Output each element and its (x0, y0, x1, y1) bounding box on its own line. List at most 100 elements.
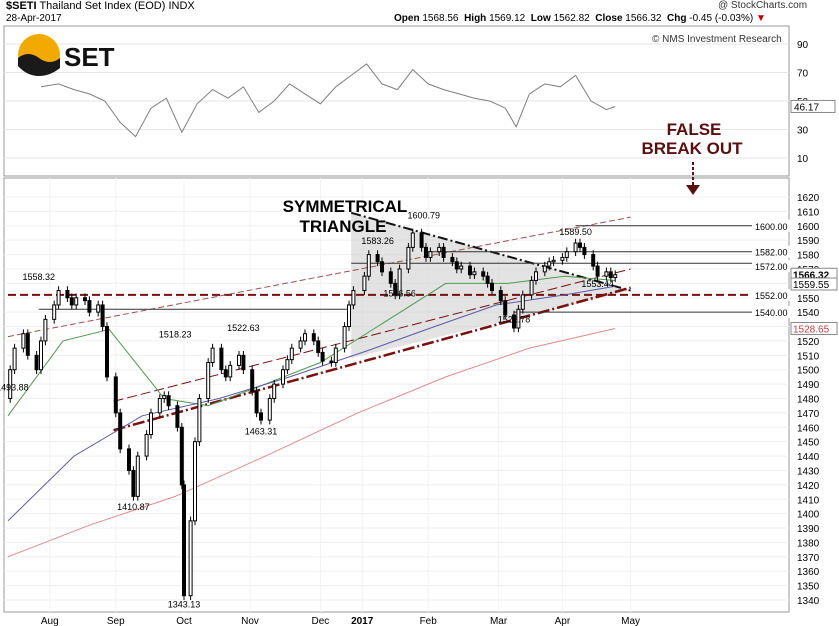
price-bar-body (529, 279, 534, 296)
price-bar-body (131, 469, 136, 497)
level-label-bg (752, 288, 794, 301)
price-bar-body (468, 265, 472, 276)
x-tick-label: Sep (107, 616, 125, 626)
price-bar-body (100, 304, 105, 328)
price-bar-body (289, 347, 294, 361)
price-bar-body (503, 300, 508, 316)
y-tick-label: 1470 (797, 409, 820, 420)
price-bar-body (254, 390, 259, 414)
level-label-bg (752, 306, 794, 319)
price-bar-body (105, 326, 109, 378)
ma-200 (7, 328, 616, 558)
price-bar-body (69, 297, 74, 306)
y-tick-label: 1410 (797, 495, 820, 506)
price-bar-body (591, 254, 596, 267)
price-bar-body (547, 261, 552, 267)
pattern-label-line1: SYMMETRICAL (283, 197, 408, 216)
x-tick-label: 2017 (351, 616, 374, 626)
price-point-label: 1463.31 (245, 427, 278, 437)
price-bar-body (424, 246, 428, 258)
rsi-panel: 103050709046.17 (4, 40, 836, 165)
price-bar-body (206, 362, 211, 399)
price-bar-body (135, 455, 140, 497)
price-bar-body (43, 318, 48, 342)
price-bar-body (127, 448, 131, 471)
price-bar-body (428, 251, 433, 258)
price-bar-body (210, 347, 215, 364)
price-bar-body (542, 265, 547, 273)
high-label: High (464, 13, 487, 24)
moving-averages (7, 275, 616, 558)
wave-icon (18, 54, 60, 76)
price-bar-body (362, 275, 367, 292)
ohlc-line: Open 1568.56 High 1569.12 Low 1562.82 Cl… (394, 13, 766, 24)
x-tick-label: Dec (312, 616, 330, 626)
channel-line (113, 268, 631, 402)
y-tick-label: 1450 (797, 438, 820, 449)
rsi-tick-label: 30 (797, 126, 809, 137)
price-bar-body (582, 246, 587, 256)
x-tick-label: Nov (241, 616, 259, 626)
ma-50 (7, 275, 616, 417)
price-point-label: 1410.87 (117, 502, 150, 512)
high-value: 1569.12 (489, 13, 526, 24)
price-bar-body (118, 412, 123, 450)
price-bar-body (608, 271, 613, 279)
price-bar-body (450, 256, 455, 263)
price-bar-body (564, 251, 569, 258)
price-bar-body (459, 265, 464, 270)
price-bar-body (347, 304, 351, 328)
price-point-label: 1589.50 (559, 227, 592, 237)
price-bar-body (375, 254, 380, 263)
price-bar-body (149, 412, 153, 435)
price-bar-body (485, 275, 490, 284)
last-value-tag (790, 277, 838, 291)
x-tick-label: Mar (490, 616, 508, 626)
chart-header: $SETI Thailand Set Index (EOD) INDX 28-A… (0, 0, 839, 26)
price-bar-body (52, 304, 57, 320)
y-tick-label: 1400 (797, 510, 820, 521)
open-label: Open (394, 13, 420, 24)
symbol: $SETI (6, 0, 37, 12)
price-bar-body (498, 290, 503, 302)
y-tick-label: 1350 (797, 582, 820, 593)
price-bar-body (285, 359, 290, 371)
x-tick-label: May (621, 616, 640, 626)
x-tick-label: Feb (420, 616, 438, 626)
level-label-bg (752, 245, 794, 258)
y-tick-label: 1390 (797, 524, 820, 535)
low-value: 1562.82 (553, 13, 590, 24)
last-value-text: 1559.55 (793, 280, 830, 291)
level-label: 1552.00 (755, 291, 788, 301)
x-tick-label: Oct (176, 616, 192, 626)
price-bar-body (366, 254, 371, 277)
price-point-label: 1600.79 (408, 211, 441, 221)
level-label: 1600.00 (755, 222, 788, 232)
price-bar-body (179, 426, 184, 486)
price-bar-body (65, 290, 70, 299)
y-tick-label: 1340 (797, 596, 820, 607)
y-tick-label: 1380 (797, 538, 820, 549)
price-frame (3, 177, 790, 613)
price-bar-body (298, 340, 303, 349)
price-point-label: 1522.63 (227, 323, 260, 333)
price-point-label: 1343.13 (168, 599, 201, 609)
price-bar-body (193, 441, 197, 522)
last-value-text: 1566.32 (793, 270, 830, 281)
price-bar-body (21, 333, 26, 349)
price-bar-body (259, 412, 263, 421)
price-bar-body (388, 271, 393, 284)
price-bar-body (219, 347, 224, 371)
price-bar-body (144, 433, 149, 457)
low-label: Low (530, 13, 551, 24)
y-tick-label: 1490 (797, 380, 820, 391)
price-bar-body (481, 271, 486, 277)
y-tick-label: 1480 (797, 395, 820, 406)
price-bar-body (12, 347, 17, 371)
y-tick-label: 1430 (797, 466, 820, 477)
price-bar-body (157, 398, 162, 414)
price-bar-body (182, 484, 186, 597)
price-bar-body (228, 364, 233, 378)
price-bar-body (311, 333, 316, 342)
